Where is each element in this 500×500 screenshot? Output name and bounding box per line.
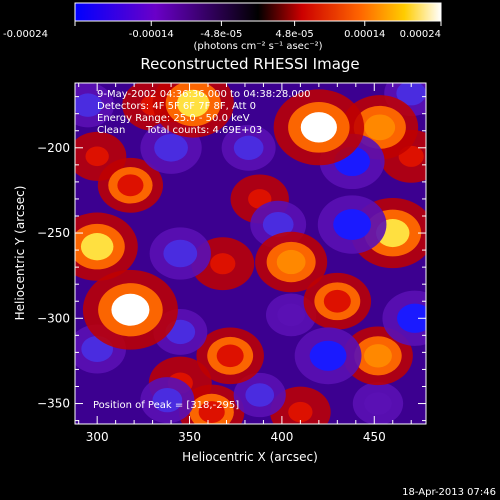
heatmap-source xyxy=(80,233,114,261)
heatmap xyxy=(75,83,426,424)
heatmap-source xyxy=(216,344,244,368)
heatmap-source xyxy=(152,387,183,413)
y-axis-label: Heliocentric Y (arcsec) xyxy=(13,186,27,321)
x-tick-label: 350 xyxy=(178,430,201,444)
annotation-clean: Clean xyxy=(97,125,125,136)
heatmap-source xyxy=(364,344,392,368)
heatmap-source xyxy=(233,135,264,160)
colorbar-tick-label: -4.8e-05 xyxy=(200,29,242,40)
heatmap-source xyxy=(198,401,225,424)
heatmap-source xyxy=(309,340,347,371)
colorbar-tick-label: 0.00024 xyxy=(400,29,441,40)
chart-title: Reconstructed RHESSI Image xyxy=(140,55,359,73)
heatmap-source xyxy=(276,249,306,275)
y-tick-label: −200 xyxy=(37,141,70,155)
annotation-detectors: Detectors: 4F 5F 6F 7F 8F, Att 0 xyxy=(97,101,256,112)
x-axis-label: Heliocentric X (arcsec) xyxy=(182,450,318,464)
plot-frame xyxy=(74,82,427,425)
colorbar-tick-label: -0.00024 xyxy=(3,29,48,40)
colorbar-tick-label: 0.00014 xyxy=(344,29,385,40)
heatmap-source xyxy=(111,293,150,326)
heatmap-source xyxy=(323,289,351,313)
heatmap-source xyxy=(262,211,294,238)
x-tick-label: 300 xyxy=(86,430,109,444)
x-tick-label: 400 xyxy=(270,430,293,444)
heatmap-source xyxy=(288,401,313,423)
y-axis: −200 −250 −300 −350 xyxy=(37,96,426,422)
heatmap-source xyxy=(333,209,371,240)
heatmap-source xyxy=(154,133,188,162)
heatmap-source xyxy=(117,174,144,197)
colorbar-ticks: -0.00024 -0.00014 -4.8e-05 4.8e-05 0.00014 0.… xyxy=(3,21,442,40)
heatmap-source xyxy=(176,89,210,118)
x-tick-label: 450 xyxy=(363,430,386,444)
heatmap-source xyxy=(397,303,426,333)
colorbar-tick-label: -0.00014 xyxy=(129,29,174,40)
heatmap-source xyxy=(364,114,396,141)
heatmap-source xyxy=(277,303,305,327)
heatmap-source xyxy=(163,239,198,268)
annotation-peak-position: Position of Peak = [318,-295] xyxy=(93,400,239,411)
colorbar-tick-label: 4.8e-05 xyxy=(275,29,313,40)
x-axis: 300 350 400 450 xyxy=(78,83,412,444)
y-tick-label: −250 xyxy=(37,226,70,240)
heatmap-source xyxy=(364,392,392,415)
annotation-total-counts: Total counts: 4.69E+03 xyxy=(145,125,262,136)
heatmap-source xyxy=(300,112,337,143)
y-tick-label: −350 xyxy=(37,397,70,411)
colorbar-unit-label: (photons cm⁻² s⁻¹ asec⁻²) xyxy=(193,41,322,52)
heatmap-source xyxy=(85,146,109,167)
footer-date: 18-Apr-2013 07:46 xyxy=(402,487,496,498)
heatmap-source xyxy=(210,253,236,275)
y-tick-label: −300 xyxy=(37,311,70,325)
annotation-energy-range: Energy Range: 25.0 - 50.0 keV xyxy=(97,113,250,124)
heatmap-source xyxy=(245,383,275,407)
colorbar xyxy=(74,2,442,22)
annotation-time-range: 9-May-2002 04:36:36.000 to 04:38:28.000 xyxy=(97,89,310,100)
heatmap-source xyxy=(75,93,103,117)
heatmap-source xyxy=(396,83,426,106)
